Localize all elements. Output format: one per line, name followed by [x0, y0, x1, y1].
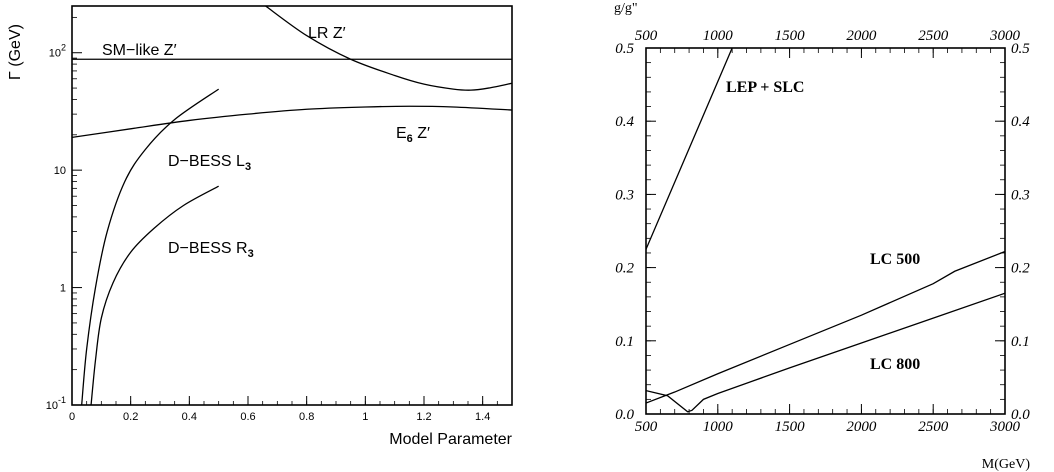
lc800-label: LC 800 [870, 356, 920, 373]
left-y-tick-label: 1 [60, 283, 66, 295]
left-y-tick-base: 1 [60, 283, 66, 295]
right-y2-tick-label: 0.1 [1011, 334, 1030, 350]
left-y-tick-base: 10 [46, 400, 58, 412]
e6-zprime-label-sub: 6 [407, 133, 413, 145]
lr-zprime-label: LR Z′ [308, 25, 346, 42]
dbess-r3-curve [90, 185, 219, 405]
lc800-curve [646, 292, 1005, 413]
right-x-tick-label: 2500 [918, 419, 949, 435]
right-top-x-tick-label: 2500 [918, 28, 949, 44]
right-top-axis-label: g/g" [614, 1, 638, 16]
right-y-tick-label: 0.2 [615, 261, 634, 277]
left-x-tick-label: 0.2 [123, 411, 138, 423]
right-y2-tick-label: 0.5 [1011, 41, 1030, 57]
left-x-axis-label: Model Parameter [389, 431, 512, 448]
left-plot-frame [71, 5, 513, 406]
right-y-tick-label: 0.5 [615, 41, 634, 57]
right-plot-frame [645, 47, 1006, 415]
right-y2-tick-label: 0.0 [1011, 407, 1030, 423]
lr-zprime-curve [265, 6, 512, 91]
left-x-tick-label: 1.2 [416, 411, 431, 423]
dbess-l3-label: D−BESS L3 [168, 153, 251, 173]
right-y2-tick-label: 0.2 [1011, 261, 1030, 277]
left-y-tick-label: 10 [54, 165, 66, 177]
right-y-tick-label: 0.3 [615, 187, 634, 203]
sm-like-zprime-label-text: SM−like Z′ [102, 42, 177, 59]
e6-zprime-curve [72, 105, 512, 139]
lep-slc-label: LEP + SLC [726, 79, 804, 96]
e6-zprime-label: E6 Z′ [396, 125, 430, 145]
right-y2-tick-label: 0.4 [1011, 114, 1030, 130]
right-curves [646, 48, 1005, 413]
dbess-l3-label-sub: 3 [245, 161, 251, 173]
right-x-axis-label: M(GeV) [982, 457, 1031, 472]
left-x-tick-label: 1 [362, 411, 368, 423]
dbess-r3-label: D−BESS R3 [168, 240, 254, 260]
right-x-tick-label: 500 [635, 419, 658, 435]
dbess-l3-curve [81, 88, 220, 405]
e6-zprime-label-text: E [396, 125, 407, 142]
left-y-tick-base: 10 [49, 48, 61, 60]
right-top-x-tick-label: 500 [635, 28, 658, 44]
right-x-tick-label: 3000 [989, 419, 1021, 435]
left-y-tick-label: 102 [49, 43, 66, 60]
right-top-x-tick-label: 1500 [775, 28, 806, 44]
right-y-tick-label: 0.1 [615, 334, 634, 350]
dbess-r3-label-text: D−BESS R [168, 240, 248, 257]
e6-zprime-label-after: Z′ [413, 125, 430, 142]
left-y-tick-exp: -1 [58, 395, 66, 405]
lr-zprime-label-text: LR Z′ [308, 25, 346, 42]
left-y-tick-label: 10-1 [46, 395, 66, 412]
right-top-x-tick-label: 2000 [846, 28, 877, 44]
right-top-x-tick-label: 1000 [703, 28, 734, 44]
right-top-x-tick-label: 3000 [989, 28, 1021, 44]
dbess-r3-label-sub: 3 [248, 248, 254, 260]
right-y2-tick-label: 0.3 [1011, 187, 1030, 203]
right-x-tick-label: 2000 [846, 419, 877, 435]
right-y-tick-label: 0.4 [615, 114, 634, 130]
right-y-tick-label: 0.0 [615, 407, 634, 423]
right-x-tick-label: 1000 [703, 419, 734, 435]
left-y-tick-exp: 2 [61, 43, 66, 53]
right-panel: 500 500 1000 1000 1500 1500 2000 2000 2500 2500 30… [614, 1, 1030, 472]
dbess-l3-label-text: D−BESS L [168, 153, 245, 170]
left-y-tick-base: 10 [54, 165, 66, 177]
left-y-axis-label: Γ (GeV) [7, 24, 24, 80]
lep-slc-curve [646, 48, 733, 250]
left-x-tick-label: 0.4 [182, 411, 197, 423]
left-x-tick-label: 0 [69, 411, 75, 423]
left-x-tick-label: 1.4 [475, 411, 490, 423]
left-x-tick-label: 0.6 [240, 411, 255, 423]
sm-like-zprime-label: SM−like Z′ [102, 42, 177, 59]
lc500-label: LC 500 [870, 251, 920, 268]
lc500-curve [646, 250, 1005, 404]
left-curves [72, 6, 512, 405]
left-x-tick-label: 0.8 [299, 411, 314, 423]
right-x-tick-label: 1500 [775, 419, 806, 435]
